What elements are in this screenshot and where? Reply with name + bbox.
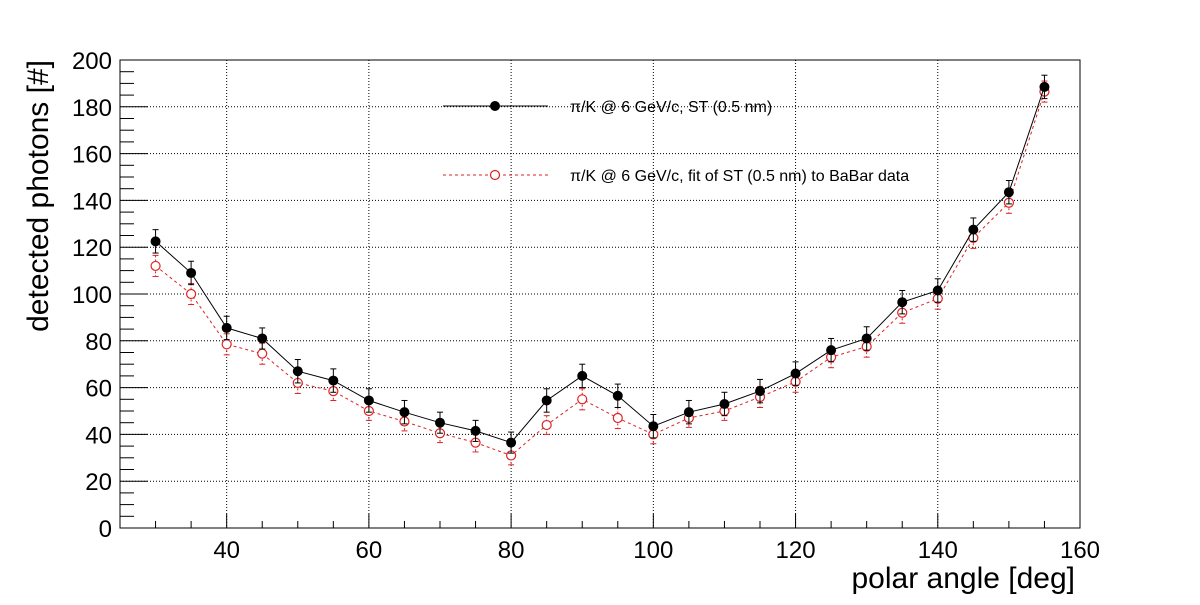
data-point (150, 260, 161, 272)
data-point (861, 333, 872, 344)
y-tick-label: 160 (72, 142, 112, 169)
y-tick-label: 140 (72, 188, 112, 215)
x-tick-label: 140 (918, 537, 958, 564)
legend-marker (490, 101, 500, 111)
legend-label: π/K @ 6 GeV/c, fit of ST (0.5 nm) to BaB… (570, 168, 909, 185)
data-point (577, 370, 588, 381)
x-tick-label: 80 (498, 537, 525, 564)
legend-label: π/K @ 6 GeV/c, ST (0.5 nm) (570, 99, 772, 116)
data-point (221, 322, 232, 333)
data-point (1039, 81, 1050, 92)
data-point (932, 285, 943, 296)
data-point (257, 348, 268, 359)
y-tick-label: 180 (72, 95, 112, 122)
data-point (612, 390, 623, 401)
axis-ticks: 40 60 80 100 120 140 160 0 20 40 60 80 100 120 140 160 1… (72, 48, 1100, 564)
data-point (719, 398, 730, 409)
data-point (968, 224, 979, 235)
data-point (257, 333, 268, 344)
data-point (150, 236, 161, 247)
x-tick-label: 120 (776, 537, 816, 564)
x-tick-label: 100 (633, 537, 673, 564)
data-point (541, 419, 552, 431)
data-point (186, 288, 197, 300)
data-point (328, 375, 339, 386)
y-tick-label: 80 (85, 329, 112, 356)
data-point (292, 366, 303, 377)
data-point (541, 395, 552, 406)
data-point (612, 412, 623, 424)
data-point (363, 395, 374, 406)
legend: π/K @ 6 GeV/c, ST (0.5 nm) π/K @ 6 GeV/c,… (443, 99, 909, 185)
data-point (470, 425, 481, 436)
data-point (186, 267, 197, 278)
legend-entry-2: π/K @ 6 GeV/c, fit of ST (0.5 nm) to BaB… (443, 168, 909, 185)
series-line (155, 91, 1045, 457)
x-tick-label: 160 (1060, 537, 1100, 564)
y-tick-label: 0 (99, 516, 112, 543)
data-point (897, 297, 908, 308)
data-point (826, 345, 837, 356)
y-tick-label: 20 (85, 469, 112, 496)
data-point (221, 339, 232, 350)
data-point (683, 407, 694, 418)
y-tick-label: 120 (72, 235, 112, 262)
data-point (577, 394, 588, 405)
data-point (1003, 187, 1014, 198)
data-point (648, 421, 659, 432)
x-axis-label: polar angle [deg] (851, 562, 1075, 595)
legend-entry-1: π/K @ 6 GeV/c, ST (0.5 nm) (443, 99, 772, 116)
data-point (435, 417, 445, 428)
x-tick-label: 60 (356, 537, 383, 564)
y-tick-label: 40 (85, 422, 112, 449)
series-line (155, 86, 1045, 444)
y-tick-label: 100 (72, 282, 112, 309)
data-point (790, 368, 801, 379)
data-point (399, 407, 410, 418)
data-point (506, 437, 517, 448)
series-1 (150, 74, 1050, 454)
y-tick-label: 200 (72, 48, 112, 75)
y-tick-label: 60 (85, 376, 112, 403)
data-point (755, 386, 765, 397)
series-group (150, 74, 1050, 466)
x-tick-label: 40 (213, 537, 240, 564)
legend-marker (489, 169, 501, 181)
y-axis-label: detected photons [#] (22, 60, 55, 332)
